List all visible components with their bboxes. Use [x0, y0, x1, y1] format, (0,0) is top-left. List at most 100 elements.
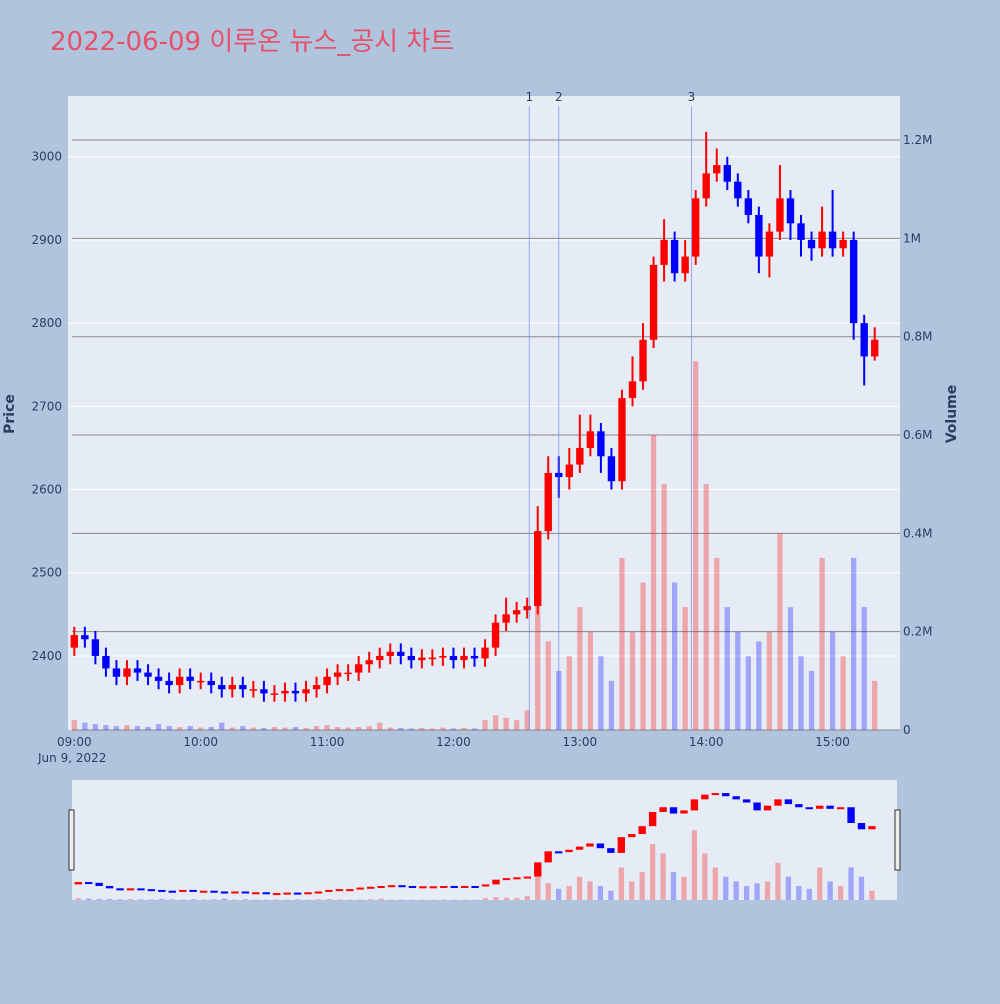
volume-bar [767, 632, 772, 730]
candle-body [397, 652, 404, 656]
volume-bar [809, 671, 814, 730]
candle-body [418, 658, 425, 660]
candle-body [313, 685, 320, 689]
volume-bar [756, 642, 761, 730]
candle-body [681, 257, 688, 274]
range-volume-bar [692, 830, 697, 900]
range-candle-body [440, 886, 447, 888]
range-candle-body [169, 891, 176, 893]
range-candle-body [471, 886, 478, 888]
candle-body [81, 635, 88, 639]
volume-bar [282, 728, 287, 730]
range-volume-bar [629, 881, 634, 900]
range-candle-body [482, 884, 489, 886]
candle-body [797, 223, 804, 240]
range-volume-bar [337, 899, 342, 900]
candle-body [71, 635, 78, 647]
y-axis-title: Price [2, 394, 18, 434]
range-candle-body [377, 886, 384, 888]
candle-body [387, 652, 394, 656]
volume-bar [451, 729, 456, 730]
range-volume-bar [211, 899, 216, 900]
range-volume-bar [138, 899, 143, 900]
volume-bar [72, 720, 77, 730]
volume-bar [840, 656, 845, 730]
range-candle-body [315, 891, 322, 893]
range-volume-bar [556, 889, 561, 900]
range-slider[interactable] [72, 780, 897, 900]
range-handle[interactable] [69, 810, 74, 870]
range-candle-body [680, 810, 687, 813]
volume-bar [482, 720, 487, 730]
range-volume-bar [859, 877, 864, 900]
volume-bar [672, 583, 677, 730]
y2-tick-label: 0.6M [903, 428, 932, 442]
range-candle-body [545, 851, 552, 862]
candle-body [766, 232, 773, 257]
y-tick-label: 2900 [31, 233, 62, 247]
x-tick-label: 09:00 [57, 735, 92, 749]
range-candle-body [816, 806, 823, 809]
candle-body [839, 240, 846, 248]
range-candle-body [639, 826, 646, 834]
range-candle-body [534, 862, 541, 876]
range-volume-bar [828, 881, 833, 900]
candle-body [439, 656, 446, 658]
candle-body [492, 623, 499, 648]
candle-body [871, 340, 878, 357]
range-volume-bar [660, 853, 665, 900]
candle-body [703, 173, 710, 198]
range-handle[interactable] [895, 810, 900, 870]
range-volume-bar [587, 881, 592, 900]
range-candle-body [649, 812, 656, 826]
candle-body [597, 431, 604, 456]
range-volume-bar [493, 897, 498, 900]
range-volume-bar [869, 891, 874, 900]
range-volume-bar [86, 899, 91, 900]
candle-body [271, 693, 278, 695]
range-candle-body [85, 882, 92, 884]
range-volume-bar [807, 889, 812, 900]
annotation-label: 2 [555, 90, 563, 104]
range-candle-body [252, 892, 259, 894]
range-volume-bar [117, 899, 122, 900]
candle-body [576, 448, 583, 465]
range-volume-bar [358, 899, 363, 900]
range-candle-body [659, 807, 666, 812]
annotation-label: 3 [688, 90, 696, 104]
volume-bar [293, 727, 298, 730]
range-volume-bar [566, 886, 571, 900]
range-volume-bar [295, 899, 300, 900]
candle-body [502, 614, 509, 622]
range-candle-body [691, 799, 698, 810]
candle-body [566, 465, 573, 477]
volume-bar [735, 632, 740, 730]
candle-body [734, 182, 741, 199]
range-volume-bar [170, 899, 175, 900]
range-volume-bar [681, 877, 686, 900]
volume-bar [324, 725, 329, 730]
range-candle-body [451, 886, 458, 888]
volume-bar [430, 729, 435, 730]
candle-body [587, 431, 594, 448]
range-volume-bar [180, 899, 185, 900]
volume-bar [609, 681, 614, 730]
range-volume-bar [723, 877, 728, 900]
volume-bar [240, 726, 245, 730]
candle-body [176, 677, 183, 685]
range-volume-bar [514, 898, 519, 900]
volume-bar [135, 726, 140, 730]
volume-bar [514, 720, 519, 730]
candle-body [745, 198, 752, 215]
volume-bar [788, 607, 793, 730]
range-volume-bar [702, 853, 707, 900]
y-tick-label: 2400 [31, 649, 62, 663]
volume-bar [166, 726, 171, 730]
volume-bar [651, 435, 656, 730]
range-candle-body [357, 888, 364, 890]
range-volume-bar [97, 899, 102, 900]
range-candle-body [837, 807, 844, 809]
volume-bar [819, 558, 824, 730]
range-volume-bar [786, 877, 791, 900]
volume-bar [862, 607, 867, 730]
